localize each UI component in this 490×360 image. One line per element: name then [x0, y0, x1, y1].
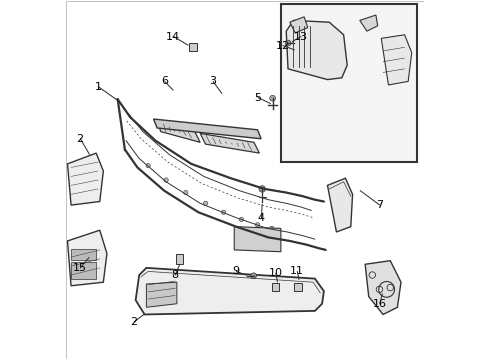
Polygon shape [68, 153, 103, 205]
Text: 6: 6 [161, 76, 168, 86]
Polygon shape [234, 226, 281, 252]
Circle shape [221, 210, 225, 215]
Circle shape [184, 190, 188, 195]
Circle shape [270, 95, 275, 101]
Polygon shape [157, 121, 200, 142]
Text: 14: 14 [166, 32, 180, 41]
Text: 10: 10 [269, 268, 282, 278]
Polygon shape [200, 134, 259, 153]
Bar [71, 262, 96, 279]
Circle shape [251, 273, 256, 279]
Circle shape [239, 217, 244, 222]
Text: 16: 16 [372, 299, 387, 309]
Bar [176, 254, 183, 264]
Polygon shape [286, 21, 347, 80]
Text: 13: 13 [294, 32, 308, 41]
Text: 5: 5 [254, 93, 261, 103]
Polygon shape [68, 230, 107, 286]
Text: 1: 1 [95, 82, 101, 92]
Circle shape [146, 163, 150, 168]
Text: 11: 11 [290, 266, 304, 276]
Text: 3: 3 [209, 76, 216, 86]
Circle shape [285, 40, 291, 46]
Circle shape [259, 186, 266, 192]
Bar [281, 4, 417, 162]
Polygon shape [290, 17, 308, 33]
Polygon shape [381, 35, 412, 85]
Text: 7: 7 [376, 200, 383, 210]
Text: 8: 8 [172, 270, 179, 280]
Circle shape [255, 223, 260, 227]
Polygon shape [365, 261, 401, 315]
Text: 4: 4 [258, 213, 265, 222]
Bar [190, 42, 197, 50]
Polygon shape [327, 178, 353, 232]
Bar [272, 283, 279, 291]
Text: 15: 15 [73, 263, 87, 273]
Circle shape [203, 201, 208, 206]
Circle shape [270, 226, 274, 230]
Bar [71, 249, 96, 260]
Polygon shape [153, 119, 261, 139]
Text: 2: 2 [76, 134, 84, 144]
Polygon shape [136, 268, 324, 315]
Text: 9: 9 [232, 266, 240, 276]
Polygon shape [147, 282, 177, 307]
Bar [294, 283, 302, 291]
Text: 12: 12 [275, 41, 290, 50]
Text: 2: 2 [130, 317, 137, 327]
Polygon shape [360, 15, 378, 31]
Circle shape [164, 178, 168, 182]
